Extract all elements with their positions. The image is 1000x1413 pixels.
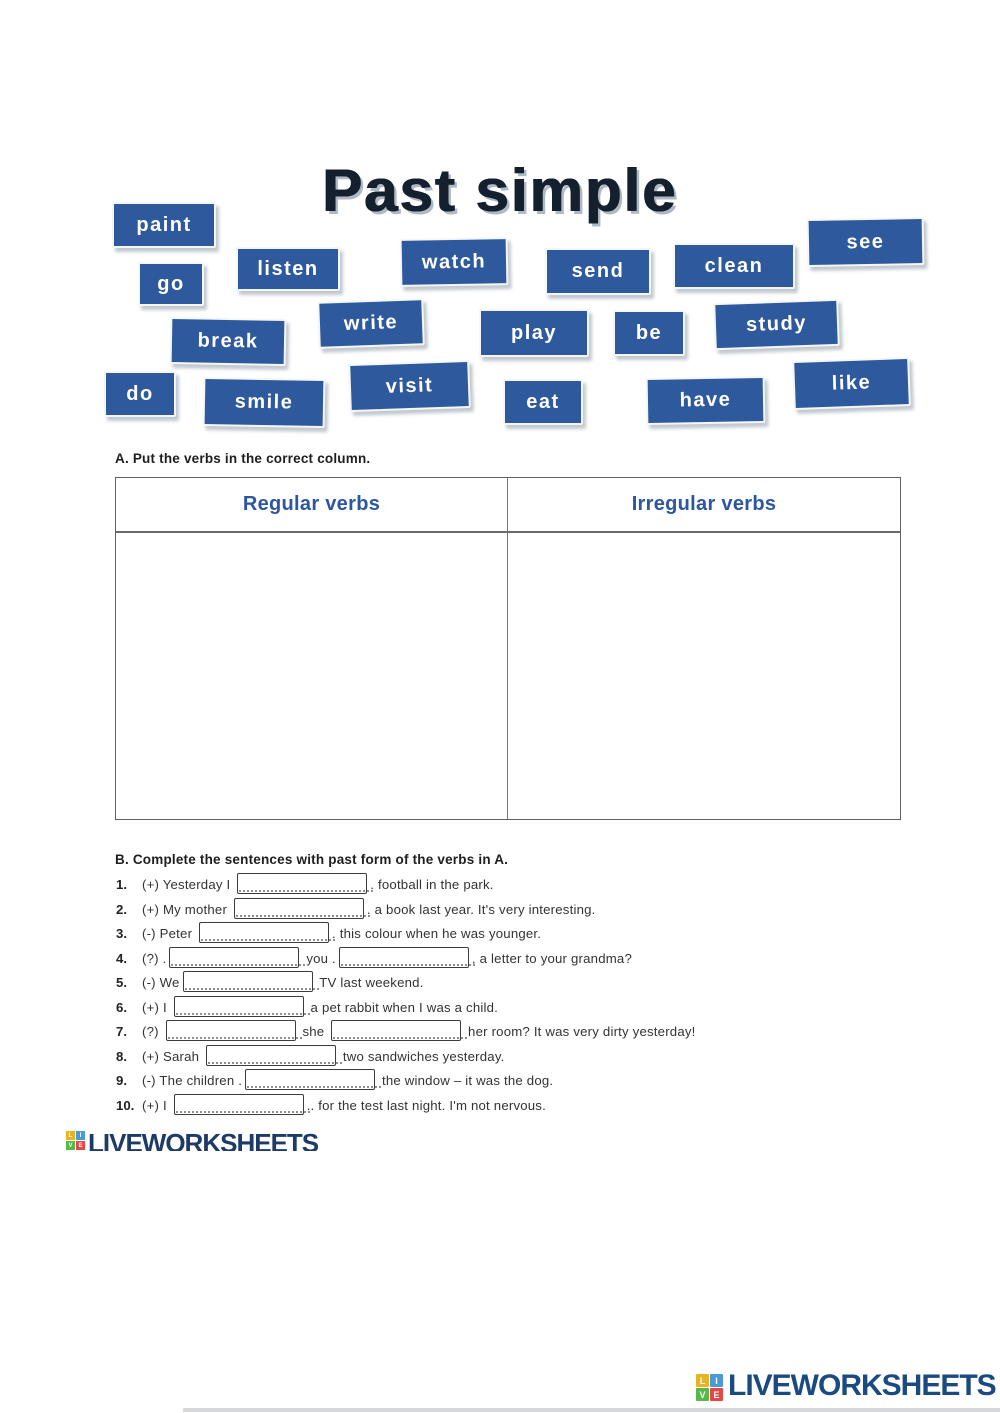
answer-blank[interactable] xyxy=(165,1020,302,1041)
sentence-number: 5. xyxy=(116,975,127,990)
section-a-heading: A. Put the verbs in the correct column. xyxy=(115,451,371,466)
sentence-number: 10. xyxy=(116,1097,135,1113)
sentence-text: her room? It was very dirty yesterday! xyxy=(464,1024,696,1039)
sentence-5: 5. (-) We TV last weekend. xyxy=(116,971,986,996)
verb-tile-play: play xyxy=(479,309,589,357)
sentence-number: 2. xyxy=(116,901,127,917)
verb-tile-be: be xyxy=(613,310,685,356)
sentence-text: (+) I xyxy=(142,999,171,1015)
sentence-text: (+) I xyxy=(142,1097,171,1113)
sentence-text: . this colour when he was younger. xyxy=(332,926,542,941)
sentence-6: 6. (+) I a pet rabbit when I was a child. xyxy=(116,995,986,1021)
answer-blank[interactable] xyxy=(331,1020,468,1041)
answer-blank[interactable] xyxy=(199,922,336,943)
sentence-text: . football in the park. xyxy=(370,877,494,892)
verb-tile-go: go xyxy=(138,262,204,306)
sentence-4: 4. (?) . you . , a letter to your grandma? xyxy=(116,946,986,972)
logo-letter-v: V xyxy=(696,1388,709,1401)
verb-tile-paint: paint xyxy=(112,202,216,248)
sentence-text: (+) Yesterday I xyxy=(142,877,235,892)
verb-tile-see: see xyxy=(806,216,925,268)
sentence-number: 9. xyxy=(116,1073,127,1088)
sentence-text: TV last weekend. xyxy=(315,975,424,990)
sentences: 1. (+) Yesterday I . football in the park… xyxy=(116,873,986,1118)
sentence-number: 4. xyxy=(116,950,127,966)
verb-tile-write: write xyxy=(317,298,425,349)
sentence-text: two sandwiches yesterday. xyxy=(339,1048,505,1064)
logo-letter-e: E xyxy=(76,1141,85,1150)
sentence-number: 3. xyxy=(116,926,127,941)
sentence-number: 7. xyxy=(116,1024,127,1039)
verb-tiles: paint go listen watch send clean see break write… xyxy=(0,0,1000,440)
verb-tile-do: do xyxy=(104,371,176,417)
column-header-irregular-verbs: Irregular verbs xyxy=(508,478,900,533)
verb-tile-like: like xyxy=(792,356,911,411)
page-bottom-divider xyxy=(183,1408,1000,1412)
logo-letter-v: V xyxy=(66,1141,75,1150)
answer-blank[interactable] xyxy=(173,995,310,1017)
sentence-text: (-) The children . xyxy=(142,1073,243,1088)
liveworksheets-wordmark: LIVEWORKSHEETS xyxy=(88,1130,319,1151)
verbs-table: Regular verbs Irregular verbs xyxy=(115,477,901,820)
sentence-number: 8. xyxy=(116,1048,127,1064)
sentence-text: , a letter to your grandma? xyxy=(471,950,632,966)
logo-letter-e: E xyxy=(710,1388,723,1401)
sentence-9: 9. (-) The children . the window – it was… xyxy=(116,1069,986,1094)
column-header-regular-verbs: Regular verbs xyxy=(116,478,508,533)
sentence-text: .. for the test last night. I'm not nerv… xyxy=(306,1097,546,1113)
answer-blank[interactable] xyxy=(245,1069,382,1090)
logo-letter-i: I xyxy=(76,1131,85,1140)
irregular-verbs-answer-cell[interactable] xyxy=(508,533,900,819)
section-b-heading: B. Complete the sentences with past form… xyxy=(115,852,509,867)
verb-tile-listen: listen xyxy=(236,247,340,291)
sentence-text: a pet rabbit when I was a child. xyxy=(306,999,499,1015)
sentence-text: you . xyxy=(302,950,336,966)
regular-verbs-answer-cell[interactable] xyxy=(116,533,508,819)
answer-blank[interactable] xyxy=(206,1044,343,1066)
sentence-text: (-) Peter xyxy=(142,926,197,941)
logo-letter-l: L xyxy=(696,1374,709,1387)
verb-tile-clean: clean xyxy=(673,243,795,289)
answer-blank[interactable] xyxy=(237,873,374,894)
sentence-3: 3. (-) Peter . this colour when he was yo… xyxy=(116,922,986,947)
sentence-8: 8. (+) Sarah two sandwiches yesterday. xyxy=(116,1044,986,1070)
sentence-text: (-) We xyxy=(142,975,180,990)
answer-blank[interactable] xyxy=(233,897,370,919)
answer-blank[interactable] xyxy=(338,946,475,968)
sentence-number: 1. xyxy=(116,877,127,892)
sentence-text: (?) . xyxy=(142,950,167,966)
verb-tile-have: have xyxy=(645,375,766,426)
verb-tile-smile: smile xyxy=(202,376,326,429)
sentence-1: 1. (+) Yesterday I . football in the park… xyxy=(116,873,986,898)
sentence-text: she xyxy=(298,1024,329,1039)
sentence-2: 2. (+) My mother . a book last year. It's… xyxy=(116,897,986,923)
verb-tile-send: send xyxy=(545,248,651,295)
sentence-7: 7. (?) she her room? It was very dirty ye… xyxy=(116,1020,986,1045)
sentence-text: (+) My mother xyxy=(142,901,231,917)
logo-letter-i: I xyxy=(710,1374,723,1387)
sentence-text: (?) xyxy=(142,1024,163,1039)
sentence-text: . a book last year. It's very interestin… xyxy=(366,901,596,917)
verb-tile-eat: eat xyxy=(503,379,583,425)
sentence-10: 10. (+) I .. for the test last night. I'm… xyxy=(116,1093,986,1119)
answer-blank[interactable] xyxy=(173,1093,310,1115)
sentence-text: the window – it was the dog. xyxy=(378,1073,554,1088)
logo-letter-l: L xyxy=(66,1131,75,1140)
verb-tile-break: break xyxy=(169,316,287,367)
liveworksheets-wordmark: LIVEWORKSHEETS xyxy=(728,1369,997,1402)
sentence-text: (+) Sarah xyxy=(142,1048,204,1064)
answer-blank[interactable] xyxy=(169,946,306,968)
verb-tile-watch: watch xyxy=(399,237,509,287)
answer-blank[interactable] xyxy=(182,971,319,992)
sentence-number: 6. xyxy=(116,999,127,1015)
verb-tile-study: study xyxy=(713,298,840,351)
verb-tile-visit: visit xyxy=(348,359,471,413)
page-title: Past simple xyxy=(322,157,678,224)
